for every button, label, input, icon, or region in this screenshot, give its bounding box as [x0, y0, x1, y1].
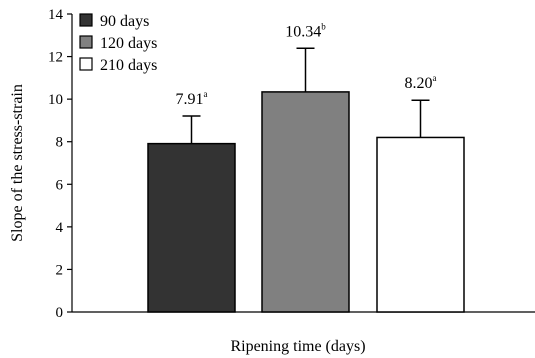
y-tick-label-6: 12	[48, 50, 63, 66]
legend-swatch-1	[79, 13, 93, 27]
y-tick-label-2: 4	[56, 220, 64, 236]
data-label-1: 7.91a	[176, 89, 208, 108]
legend-swatch-3	[79, 57, 93, 71]
bar-2	[261, 91, 350, 313]
legend-swatch-2	[79, 35, 93, 49]
bars: 7.91a 10.34b 8.20a	[147, 21, 465, 313]
bar-1	[147, 142, 236, 313]
y-tick-label-1: 2	[56, 262, 64, 278]
y-tick-label-7: 14	[48, 7, 64, 23]
bar-3	[376, 136, 465, 313]
x-axis-label: Ripening time (days)	[230, 338, 365, 355]
legend: 90 days 120 days 210 days	[79, 13, 157, 74]
y-tick-label-0: 0	[56, 305, 64, 321]
y-tick-label-5: 10	[48, 92, 63, 108]
legend-label-3: 210 days	[100, 57, 157, 74]
y-axis-label: Slope of the stress-strain	[9, 84, 26, 242]
y-tick-label-3: 6	[56, 177, 64, 193]
legend-label-2: 120 days	[100, 35, 157, 52]
y-tick-label-4: 8	[56, 135, 64, 151]
data-label-2: 10.34b	[285, 21, 326, 40]
legend-label-1: 90 days	[100, 13, 149, 30]
data-label-3: 8.20a	[405, 73, 437, 92]
